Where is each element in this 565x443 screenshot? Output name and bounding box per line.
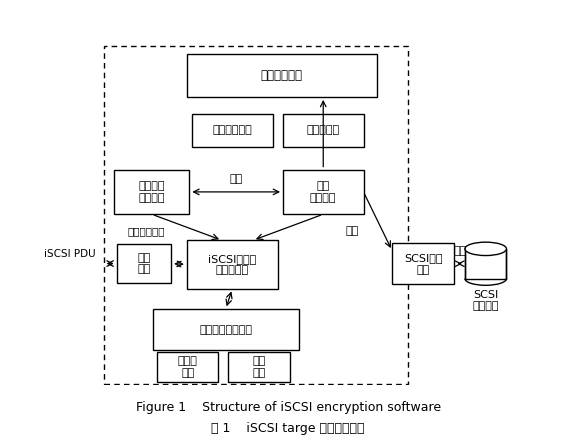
Bar <box>187 54 376 97</box>
Text: 图 1    iSCSI targe 加密软件结构: 图 1 iSCSI targe 加密软件结构 <box>211 422 365 435</box>
Text: 数据
加密引擎: 数据 加密引擎 <box>310 181 337 203</box>
Bar <box>114 170 189 214</box>
Bar <box>283 170 363 214</box>
Text: iSCSI协议数
据处理模块: iSCSI协议数 据处理模块 <box>208 254 257 275</box>
Bar <box>465 249 506 279</box>
Text: 中间数据
解析模块: 中间数据 解析模块 <box>138 181 165 203</box>
Bar <box>228 352 290 382</box>
Text: 磁盘阵列管理模块: 磁盘阵列管理模块 <box>199 325 253 334</box>
Ellipse shape <box>465 242 506 256</box>
Bar <box>153 309 298 350</box>
Text: Figure 1    Structure of iSCSI encryption software: Figure 1 Structure of iSCSI encryption s… <box>136 401 441 414</box>
Bar <box>187 240 278 289</box>
Text: 访问
控制: 访问 控制 <box>137 253 150 274</box>
Bar <box>283 114 363 147</box>
Text: 加密算法配置: 加密算法配置 <box>212 125 252 136</box>
Text: iSCSI PDU: iSCSI PDU <box>44 249 95 259</box>
Bar <box>192 114 272 147</box>
Text: 密文: 密文 <box>453 246 466 256</box>
Text: 密文: 密文 <box>345 226 358 236</box>
Text: 加密初始化: 加密初始化 <box>307 125 340 136</box>
Text: SCSI
存储设备: SCSI 存储设备 <box>472 290 499 311</box>
Text: 虚拟盘
管理: 虚拟盘 管理 <box>178 356 198 377</box>
Bar <box>116 244 171 283</box>
Text: SCSI命令
解析: SCSI命令 解析 <box>404 253 442 275</box>
Text: 加密管理模块: 加密管理模块 <box>260 69 303 82</box>
Bar <box>157 352 219 382</box>
Text: 用户
管理: 用户 管理 <box>253 356 266 377</box>
Text: 用户数据封装: 用户数据封装 <box>128 226 165 236</box>
Bar <box>392 243 454 284</box>
Text: 明文: 明文 <box>229 174 243 184</box>
Bar <box>103 46 408 384</box>
